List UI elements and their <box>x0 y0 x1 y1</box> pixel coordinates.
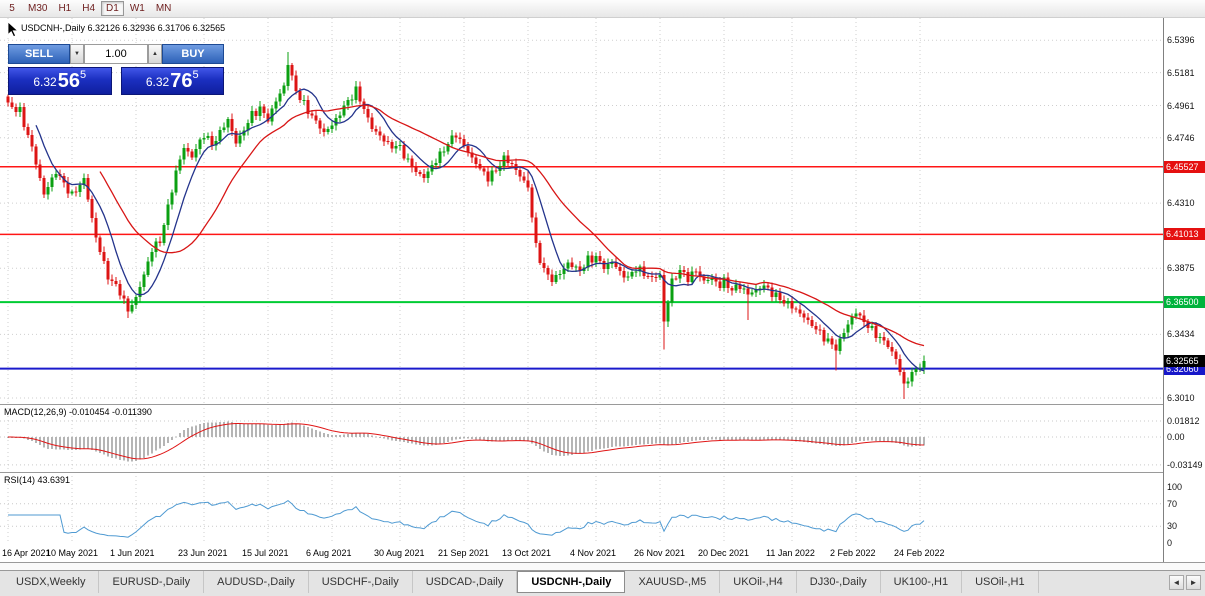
rsi-axis-label: 30 <box>1167 521 1178 532</box>
date-axis-label: 6 Aug 2021 <box>306 548 352 558</box>
date-axis-label: 20 Dec 2021 <box>698 548 750 558</box>
date-axis-label: 16 Apr 2021 <box>2 548 51 558</box>
date-axis[interactable]: 16 Apr 2021 10 May 2021 1 Jun 2021 23 Jun 2… <box>0 544 1163 562</box>
buy-price-big-digits: 76 <box>170 70 193 92</box>
chart-tab-ukoil-h4[interactable]: UKOil-,H4 <box>720 571 797 593</box>
price-axis-label: 6.3875 <box>1167 263 1195 274</box>
macd-indicator-panel[interactable] <box>0 404 1163 472</box>
date-axis-label: 15 Jul 2021 <box>242 548 289 558</box>
buy-price-prefix: 6.32 <box>145 75 170 89</box>
timeframe-button-w1[interactable]: W1 <box>129 3 145 14</box>
price-level-badge: 6.41013 <box>1164 228 1205 241</box>
price-level-badge: 6.36500 <box>1164 296 1205 309</box>
panel-separator <box>0 562 1205 563</box>
date-axis-label: 1 Jun 2021 <box>110 548 155 558</box>
chart-ohlc-title: USDCNH-,Daily 6.32126 6.32936 6.31706 6.… <box>21 23 226 33</box>
window-bottom-edge <box>0 593 1205 596</box>
mouse-cursor-icon <box>7 22 19 38</box>
macd-axis-label: 0.00 <box>1167 432 1185 442</box>
chart-tab-eurusd-daily[interactable]: EURUSD-,Daily <box>99 571 205 593</box>
chart-tab-xauusd-m5[interactable]: XAUUSD-,M5 <box>625 571 721 593</box>
chart-tab-usdcnh-daily[interactable]: USDCNH-,Daily <box>517 571 626 593</box>
chart-tab-usoil-h1[interactable]: USOil-,H1 <box>962 571 1039 593</box>
timeframe-button-h1[interactable]: H1 <box>58 3 72 14</box>
date-axis-label: 26 Nov 2021 <box>634 548 686 558</box>
price-axis-label: 6.3010 <box>1167 393 1195 403</box>
price-level-badge: 6.45527 <box>1164 160 1205 173</box>
date-axis-label: 4 Nov 2021 <box>570 548 617 558</box>
sell-price-display[interactable]: 6.32 56 5 <box>8 67 112 95</box>
window-filler <box>0 562 1205 570</box>
sell-price-prefix: 6.32 <box>33 75 57 89</box>
date-axis-label: 13 Oct 2021 <box>502 548 552 558</box>
date-axis-label: 2 Feb 2022 <box>830 548 876 558</box>
price-axis-label: 6.4961 <box>1167 100 1195 111</box>
panel-separator[interactable] <box>0 404 1205 405</box>
tab-scroll-controls: ◄ ► <box>1169 571 1205 593</box>
buy-button[interactable]: BUY <box>162 44 224 64</box>
macd-header: MACD(12,26,9) -0.010454 -0.011390 <box>4 407 152 417</box>
rsi-axis-label: 0 <box>1167 538 1173 548</box>
timeframe-button-h4[interactable]: H4 <box>82 3 96 14</box>
buy-price-pip-digit: 5 <box>192 69 199 81</box>
price-axis[interactable]: 6.5396 6.5181 6.4961 6.4746 6.4310 6.3875 6.34… <box>1163 18 1205 562</box>
rsi-gridlines <box>0 472 1163 544</box>
date-axis-label: 11 Jan 2022 <box>766 548 815 558</box>
price-axis-label: 6.4310 <box>1167 198 1195 209</box>
price-axis-label: 6.5181 <box>1167 67 1195 78</box>
chart-tab-usdchf-daily[interactable]: USDCHF-,Daily <box>309 571 413 593</box>
price-axis-label: 6.5396 <box>1167 35 1195 46</box>
tab-scroll-left-button[interactable]: ◄ <box>1169 574 1184 590</box>
candlesticks <box>6 51 926 399</box>
date-axis-label: 10 May 2021 <box>46 548 99 558</box>
buy-price-display[interactable]: 6.32 76 5 <box>120 67 224 95</box>
chart-tab-audusd-daily[interactable]: AUDUSD-,Daily <box>204 571 309 593</box>
horizontal-level-lines[interactable] <box>0 165 1163 370</box>
price-axis-label: 6.3434 <box>1167 329 1195 340</box>
date-axis-label: 21 Sep 2021 <box>438 548 490 558</box>
trade-controls-row: SELL ▼ ▲ BUY <box>8 44 224 64</box>
chart-tab-usdcad-daily[interactable]: USDCAD-,Daily <box>413 571 518 593</box>
timeframe-button-mn[interactable]: MN <box>155 3 172 14</box>
macd-signal-line <box>8 423 925 460</box>
macd-histogram <box>7 421 925 462</box>
macd-gridlines <box>0 404 1163 472</box>
timeframe-toolbar: 5 M30 H1 H4 D1 W1 MN <box>0 0 1205 18</box>
volume-increase-button[interactable]: ▲ <box>148 44 162 64</box>
sell-button[interactable]: SELL <box>8 44 70 64</box>
rsi-axis-label: 100 <box>1167 482 1183 492</box>
tab-scroll-right-button[interactable]: ► <box>1186 574 1201 590</box>
one-click-trading-widget: SELL ▼ ▲ BUY 6.32 56 5 6.32 76 5 <box>8 44 224 95</box>
moving-average-lines <box>35 88 925 372</box>
date-axis-label: 30 Aug 2021 <box>374 548 425 558</box>
trade-prices-row: 6.32 56 5 6.32 76 5 <box>8 67 224 95</box>
timeframe-button-5[interactable]: 5 <box>9 3 15 14</box>
timeframe-button-m30[interactable]: M30 <box>28 3 48 14</box>
date-axis-label: 24 Feb 2022 <box>894 548 945 558</box>
chart-tab-usdx-weekly[interactable]: USDX,Weekly <box>3 571 100 593</box>
price-level-badge: 6.32565 <box>1164 355 1205 368</box>
date-axis-label: 23 Jun 2021 <box>178 548 228 558</box>
rsi-header: RSI(14) 43.6391 <box>4 475 71 485</box>
timeframe-button-d1[interactable]: D1 <box>101 1 124 16</box>
rsi-line <box>8 499 925 538</box>
rsi-axis-label: 70 <box>1167 498 1178 509</box>
panel-separator[interactable] <box>0 472 1205 473</box>
macd-axis-label: -0.03149 <box>1167 459 1203 470</box>
sell-price-big-digits: 56 <box>57 70 80 92</box>
price-axis-label: 6.4746 <box>1167 132 1195 143</box>
volume-input[interactable] <box>84 44 148 64</box>
chart-tab-dj30-daily[interactable]: DJ30-,Daily <box>797 571 881 593</box>
rsi-indicator-panel[interactable] <box>0 472 1163 544</box>
chart-tabs: USDX,Weekly EURUSD-,Daily AUDUSD-,Daily USD… <box>3 571 1039 593</box>
sell-price-pip-digit: 5 <box>79 69 87 81</box>
volume-decrease-button[interactable]: ▼ <box>70 44 84 64</box>
macd-axis-label: 0.01812 <box>1167 415 1200 426</box>
chart-tab-uk100-h1[interactable]: UK100-,H1 <box>881 571 963 593</box>
chart-tab-bar: USDX,Weekly EURUSD-,Daily AUDUSD-,Daily USD… <box>0 570 1205 593</box>
